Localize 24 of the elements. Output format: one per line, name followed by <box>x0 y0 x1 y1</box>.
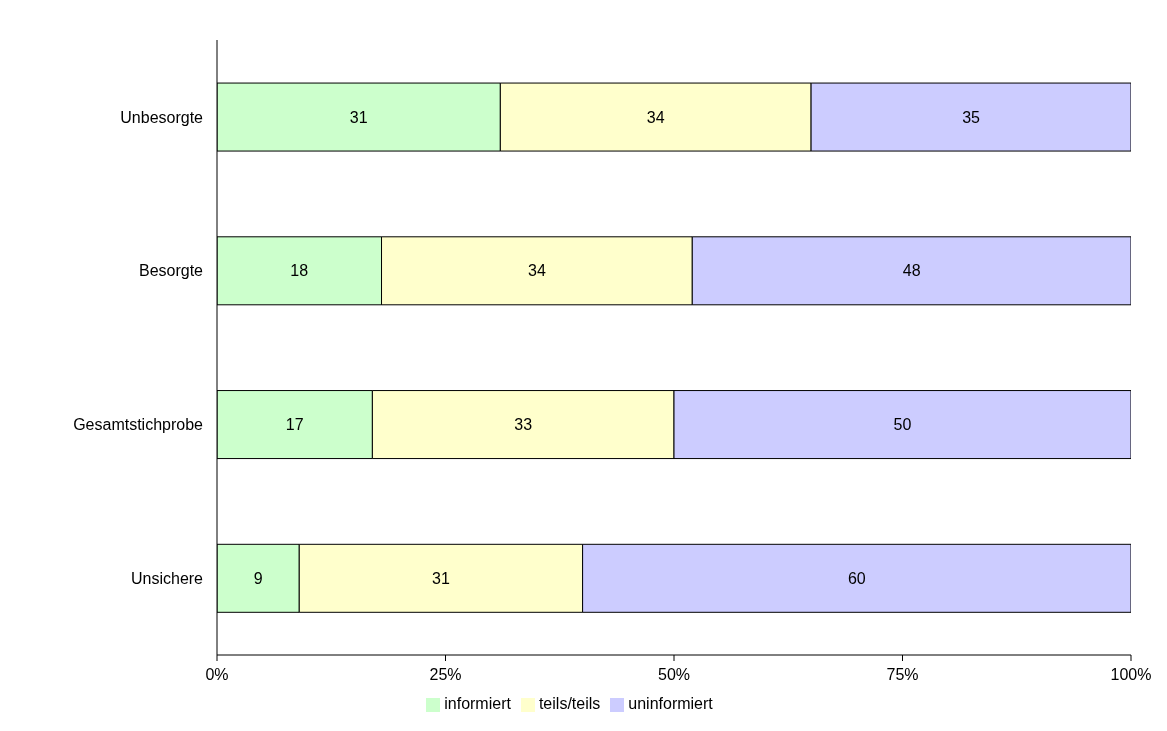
x-tick-label: 25% <box>429 666 462 684</box>
y-tick-label: Gesamtstichprobe <box>73 416 204 434</box>
data-label: 33 <box>514 416 533 434</box>
x-tick-label: 75% <box>886 666 919 684</box>
x-tick-label: 50% <box>657 666 691 684</box>
data-label: 31 <box>432 569 450 587</box>
y-tick-label: Besorgte <box>138 262 204 280</box>
data-label: 17 <box>285 416 304 434</box>
x-tick-label: 0% <box>205 666 229 684</box>
legend-label: informiert <box>444 695 511 712</box>
data-label: 50 <box>893 416 912 434</box>
legend-label: teils/teils <box>538 695 601 712</box>
data-label: 35 <box>962 108 981 126</box>
legend-label: uninformiert <box>628 695 713 712</box>
data-label: 34 <box>528 262 546 280</box>
data-label: 9 <box>253 569 263 587</box>
data-label: 34 <box>646 108 665 126</box>
y-tick-label: Unbesorgte <box>120 108 204 126</box>
data-label: 31 <box>349 108 368 126</box>
data-label: 48 <box>902 262 921 280</box>
x-tick-label: 100% <box>1110 666 1152 684</box>
data-label: 60 <box>847 569 866 587</box>
y-tick-label: Unsichere <box>130 569 204 587</box>
data-label: 18 <box>290 262 309 280</box>
